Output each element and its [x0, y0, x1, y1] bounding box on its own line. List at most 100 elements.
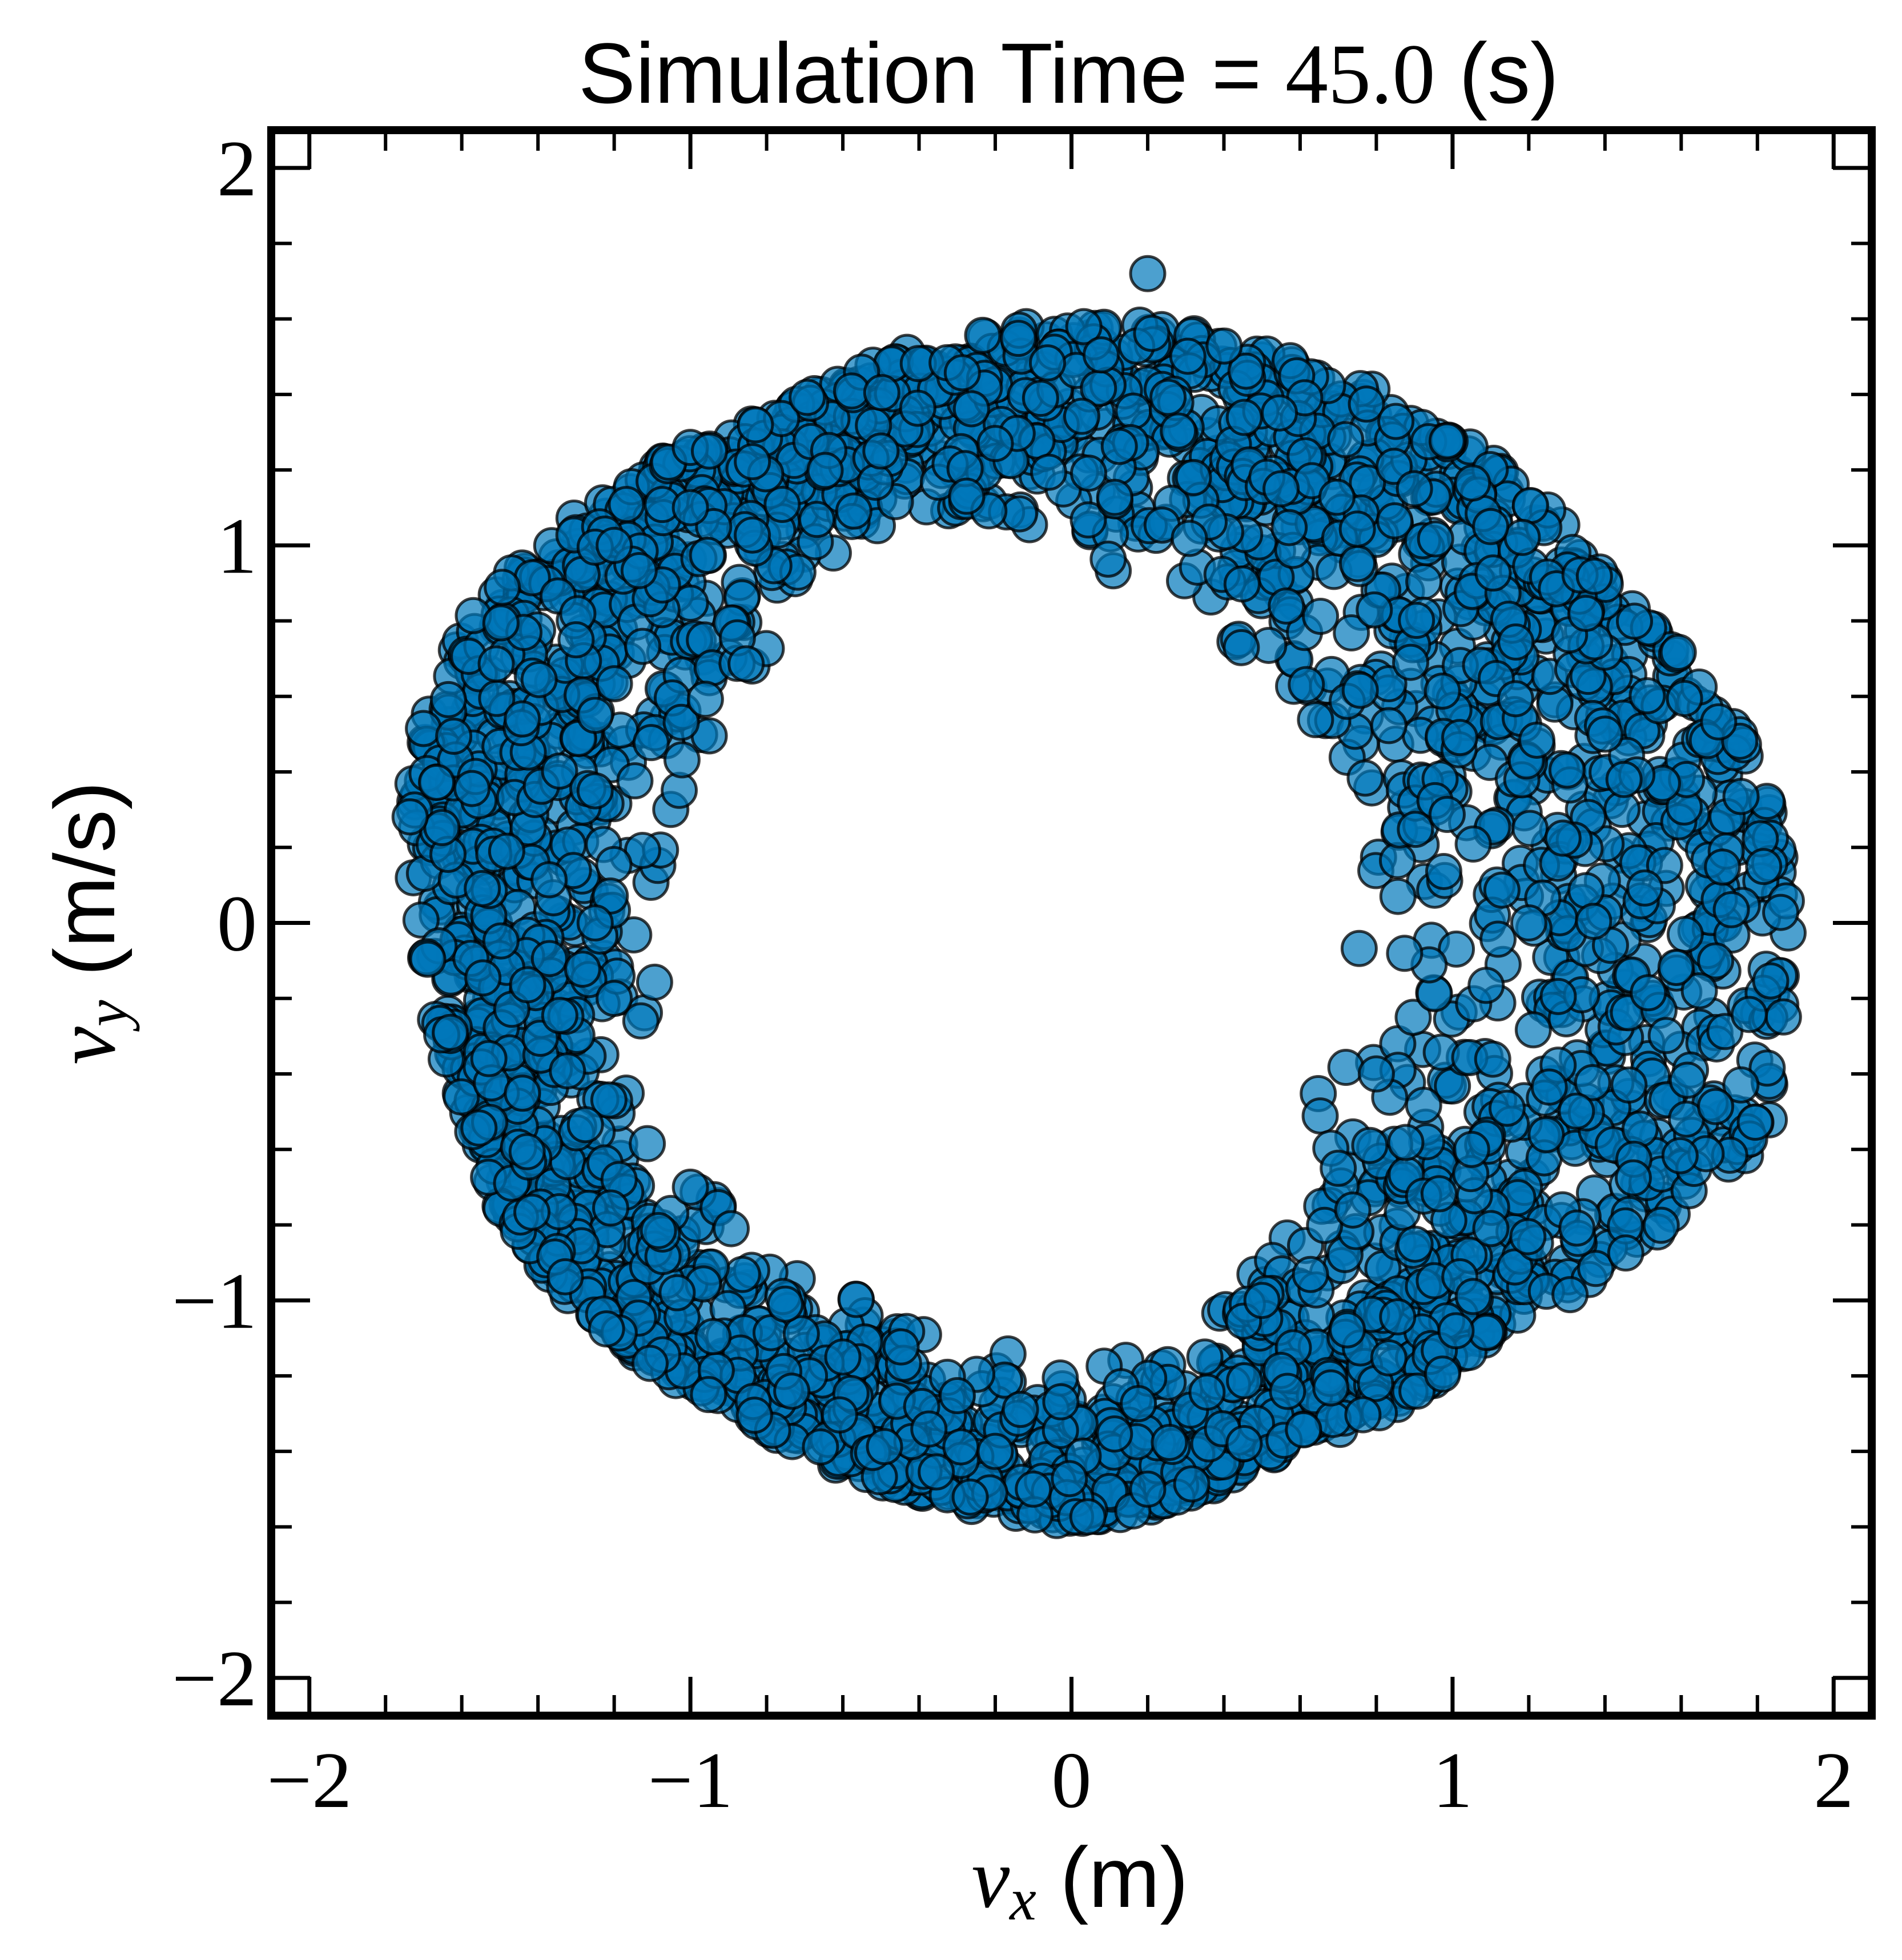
- scatter-point: [504, 700, 541, 738]
- scatter-point: [964, 316, 1002, 354]
- scatter-point: [1396, 470, 1433, 508]
- scatter-point: [1518, 721, 1555, 759]
- scatter-point: [943, 354, 981, 392]
- scatter-point: [1227, 352, 1265, 390]
- scatter-point: [1100, 428, 1138, 465]
- chart-title-suffix: (s): [1435, 25, 1559, 121]
- scatter-point: [782, 1315, 820, 1353]
- scatter-point: [588, 1310, 625, 1348]
- scatter-point: [1318, 478, 1356, 516]
- scatter-point: [1616, 602, 1654, 640]
- scatter-point: [1312, 1369, 1350, 1407]
- scatter-point: [592, 1189, 629, 1227]
- scatter-point: [1327, 421, 1365, 458]
- scatter-point: [1762, 894, 1800, 931]
- scatter-point: [1730, 996, 1768, 1033]
- x-tick-label: 2: [1813, 1736, 1853, 1825]
- scatter-point: [1697, 942, 1735, 980]
- scatter-point: [632, 724, 670, 762]
- scatter-point: [464, 959, 502, 997]
- scatter-point: [824, 1338, 862, 1376]
- scatter-point: [546, 1258, 584, 1295]
- scatter-point: [504, 1074, 541, 1112]
- scatter-point: [1186, 1338, 1224, 1376]
- scatter-point: [663, 741, 701, 779]
- scatter-point: [1405, 1086, 1442, 1124]
- scatter-point: [541, 997, 578, 1035]
- scatter-point: [1000, 495, 1038, 533]
- scatter-point: [640, 1212, 677, 1249]
- scatter-point: [1320, 1149, 1357, 1187]
- scatter-point: [1022, 380, 1059, 417]
- scatter-point: [1028, 344, 1066, 382]
- scatter-point: [766, 1285, 804, 1323]
- scatter-point: [737, 406, 774, 444]
- scatter-point: [1063, 397, 1100, 435]
- scatter-point: [1288, 666, 1325, 703]
- scatter-point: [576, 904, 614, 941]
- scatter-point: [1065, 308, 1103, 345]
- scatter-point: [566, 1106, 604, 1144]
- scatter-point: [557, 621, 595, 659]
- scatter-point: [1479, 920, 1517, 958]
- scatter-point: [1511, 486, 1549, 524]
- scatter-point: [1351, 1126, 1389, 1164]
- scatter-point: [513, 1193, 551, 1231]
- scatter-point: [1666, 679, 1703, 717]
- scatter-point: [1301, 1097, 1339, 1135]
- scatter-point: [1497, 680, 1534, 718]
- scatter-point: [460, 1109, 498, 1147]
- scatter-point: [620, 552, 658, 589]
- y-tick-label: 2: [217, 124, 257, 213]
- scatter-point: [952, 390, 990, 428]
- chart-title-value: 45.0: [1285, 27, 1435, 122]
- scatter-point: [1626, 869, 1664, 907]
- scatter-point: [405, 710, 443, 747]
- scatter-point: [686, 681, 724, 718]
- scatter-point: [409, 940, 447, 978]
- scatter-point: [616, 762, 654, 800]
- x-tick-label: 0: [1052, 1736, 1092, 1825]
- scatter-point: [1567, 594, 1605, 632]
- scatter-point: [1386, 935, 1424, 972]
- scatter-point: [1668, 1061, 1706, 1099]
- scatter-point: [727, 645, 765, 683]
- x-axis-label-symbol: v: [972, 1831, 1010, 1926]
- scatter-point: [596, 526, 633, 564]
- scatter-point: [549, 1052, 586, 1090]
- scatter-point: [1089, 540, 1127, 578]
- scatter-point: [1328, 1311, 1366, 1349]
- scatter-point: [938, 1377, 976, 1415]
- scatter-point: [1614, 1159, 1652, 1197]
- scatter-point: [1205, 327, 1243, 365]
- y-axis-label-subscript: y: [73, 1000, 140, 1032]
- scatter-point: [713, 1210, 750, 1247]
- scatter-point: [1527, 1116, 1565, 1153]
- scatter-point: [595, 846, 633, 883]
- scatter-point: [1223, 629, 1260, 666]
- scatter-point: [1712, 891, 1750, 928]
- scatter-point: [1387, 1124, 1425, 1161]
- scatter-point: [1070, 454, 1108, 492]
- scatter-point: [1292, 1255, 1329, 1293]
- scatter-point: [1173, 1465, 1211, 1503]
- scatter-point: [1417, 520, 1454, 558]
- scatter-point: [1722, 1066, 1760, 1104]
- scatter-point: [910, 1410, 948, 1448]
- scatter-point: [1051, 1460, 1088, 1498]
- scatter-point: [1488, 1089, 1526, 1127]
- scatter-point: [862, 432, 900, 470]
- scatter-point: [1379, 1298, 1417, 1336]
- scatter-point: [1268, 587, 1305, 625]
- scatter-point: [1370, 1339, 1408, 1377]
- scatter-point: [735, 1396, 773, 1434]
- scatter-point: [1357, 1055, 1395, 1093]
- scatter-point: [1338, 510, 1376, 548]
- scatter-point: [1397, 811, 1434, 848]
- scatter-point: [1659, 634, 1697, 671]
- scatter-point: [1605, 760, 1643, 798]
- scatter-point: [576, 697, 614, 734]
- scatter-point: [1514, 1011, 1552, 1049]
- scatter-point: [1472, 1210, 1510, 1247]
